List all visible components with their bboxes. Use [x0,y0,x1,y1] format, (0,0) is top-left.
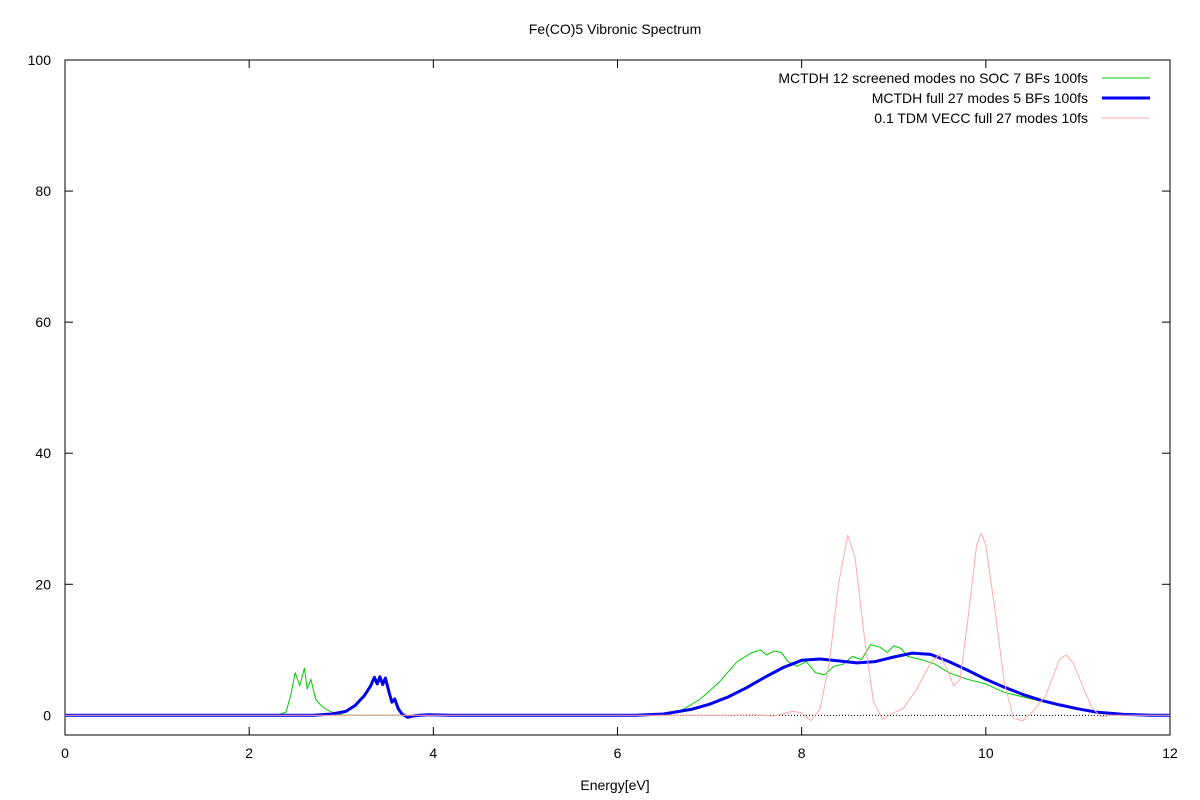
legend: MCTDH 12 screened modes no SOC 7 BFs 100… [778,70,1150,126]
chart-title: Fe(CO)5 Vibronic Spectrum [529,21,701,37]
series-line-3 [65,532,1170,722]
series-line-2 [65,651,1170,719]
series-lines [65,532,1170,722]
x-tick-label: 4 [429,745,437,761]
plot-frame [64,59,1171,736]
legend-entry-label: 0.1 TDM VECC full 27 modes 10fs [874,110,1088,126]
y-tick-label: 20 [35,576,51,592]
axis-ticks: 0 2 4 6 8 10 12 0 20 40 60 80 100 [28,52,1178,761]
y-tick-label: 80 [35,183,51,199]
x-axis-label: Energy[eV] [580,777,649,793]
x-tick-label: 6 [614,745,622,761]
x-tick-label: 8 [798,745,806,761]
y-tick-label: 60 [35,314,51,330]
legend-entry-label: MCTDH 12 screened modes no SOC 7 BFs 100… [778,70,1088,86]
x-tick-label: 12 [1162,745,1178,761]
x-tick-label: 10 [978,745,994,761]
y-tick-label: 40 [35,445,51,461]
x-tick-label: 0 [61,745,69,761]
y-tick-label: 0 [43,707,51,723]
series-line-1 [65,644,1170,716]
legend-entry-label: MCTDH full 27 modes 5 BFs 100fs [872,90,1088,106]
x-tick-label: 2 [245,745,253,761]
y-tick-label: 100 [28,52,52,68]
